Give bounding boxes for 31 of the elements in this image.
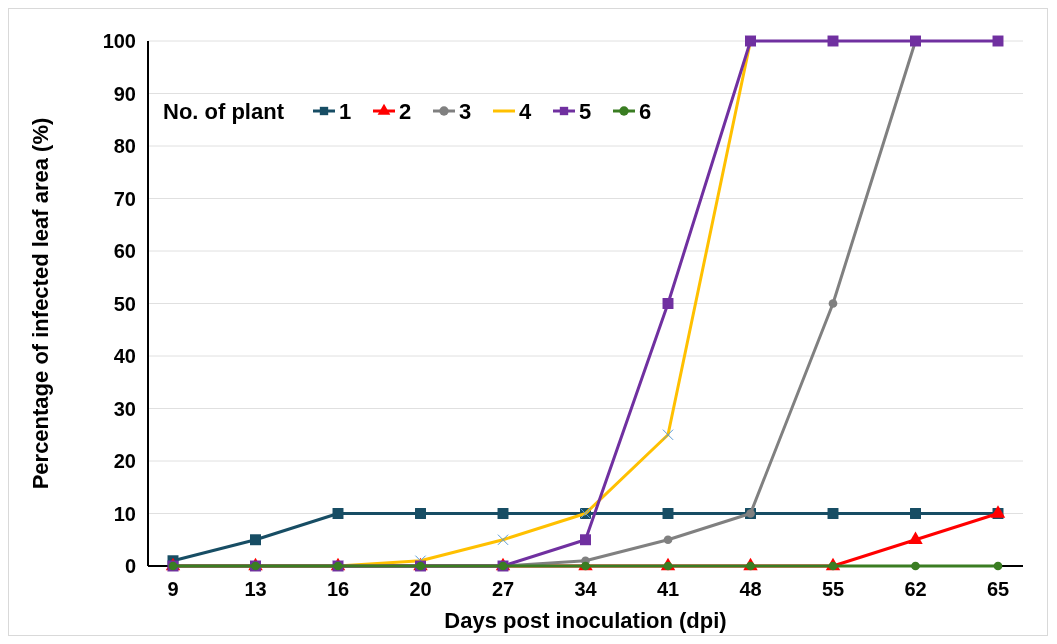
x-tick-label: 41 <box>656 578 680 600</box>
y-tick-label: 10 <box>113 502 136 525</box>
x-tick-label: 16 <box>326 578 350 600</box>
x-tick-label: 48 <box>739 578 762 600</box>
x-tick-label: 62 <box>904 578 927 600</box>
y-tick-label: 70 <box>113 187 136 210</box>
legend-label: 6 <box>639 98 652 124</box>
x-axis-title: Days post inoculation (dpi) <box>444 608 727 633</box>
y-tick-label: 60 <box>113 240 136 262</box>
x-tick-label: 65 <box>986 578 1010 600</box>
x-tick-label: 34 <box>574 578 598 600</box>
y-tick-label: 20 <box>113 450 136 472</box>
legend-label: 4 <box>519 98 532 124</box>
legend-title: No. of plant <box>163 98 285 124</box>
y-axis-title: Percentage of infected leaf area (%) <box>28 117 53 490</box>
legend-label: 3 <box>459 98 472 124</box>
y-tick-label: 90 <box>113 82 136 105</box>
x-tick-label: 55 <box>821 578 845 600</box>
legend-label: 1 <box>339 98 352 124</box>
y-tick-label: 100 <box>102 30 136 52</box>
y-tick-label: 30 <box>113 397 136 420</box>
x-tick-label: 13 <box>244 578 267 600</box>
y-tick-label: 80 <box>113 135 136 157</box>
y-tick-label: 40 <box>113 345 136 367</box>
y-tick-label: 0 <box>124 555 136 577</box>
y-tick-label: 50 <box>113 292 136 315</box>
x-tick-label: 9 <box>167 578 179 600</box>
legend-label: 2 <box>399 98 412 124</box>
legend-label: 5 <box>579 98 592 124</box>
x-tick-label: 20 <box>409 578 432 600</box>
x-tick-label: 27 <box>491 578 515 600</box>
